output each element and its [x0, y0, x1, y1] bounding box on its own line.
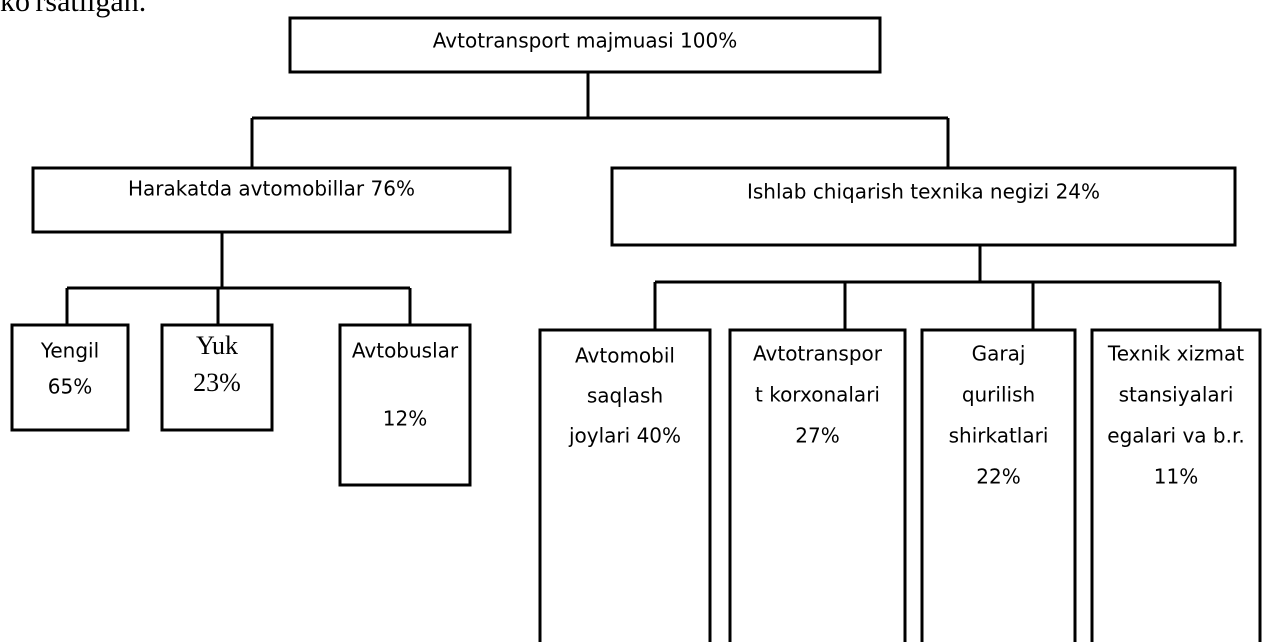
caption: ko'rsatilgan. [0, 0, 146, 18]
node-label: 23% [193, 368, 241, 397]
connector [250, 72, 950, 168]
node-box [538, 328, 712, 642]
node-box [1090, 328, 1262, 642]
node-box [920, 328, 1077, 642]
boxes: Avtotransport majmuasi 100% Harakatda avt… [10, 16, 1262, 642]
node-box [610, 166, 1237, 247]
node-label: t korxonalari [755, 383, 880, 407]
node-box [31, 166, 512, 234]
node-label: Ishlab chiqarish texnika negizi 24% [747, 180, 1100, 204]
node-label: qurilish [962, 383, 1035, 407]
node-label: Harakatda avtomobillar 76% [128, 177, 415, 201]
connector [653, 245, 1222, 330]
node-label: Avtotransport majmuasi 100% [433, 29, 737, 53]
node-label: stansiyalari [1119, 383, 1234, 407]
node-label: egalari va b.r. [1107, 424, 1244, 448]
node-label: 27% [795, 424, 839, 448]
node-label: 12% [383, 407, 427, 431]
node-label: shirkatlari [949, 424, 1049, 448]
node-box [728, 328, 907, 642]
node-box [288, 16, 882, 74]
node-box [10, 323, 130, 432]
node-label: 11% [1154, 465, 1198, 489]
node-label: Avtomobil [575, 344, 675, 368]
node-label: 65% [48, 375, 92, 399]
node-label: 22% [976, 465, 1020, 489]
connector [65, 232, 412, 325]
node-label: saqlash [587, 384, 663, 408]
node-box [338, 323, 472, 487]
node-label: Avtotranspor [753, 342, 883, 366]
connectors [65, 72, 1222, 330]
node-label: joylari 40% [568, 424, 681, 448]
node-box [160, 323, 274, 432]
node-label: Avtobuslar [352, 339, 459, 363]
node-label: Yuk [196, 331, 238, 360]
node-label: Garaj [972, 342, 1026, 366]
node-label: Texnik xizmat [1107, 342, 1244, 366]
node-label: Yengil [40, 339, 99, 363]
